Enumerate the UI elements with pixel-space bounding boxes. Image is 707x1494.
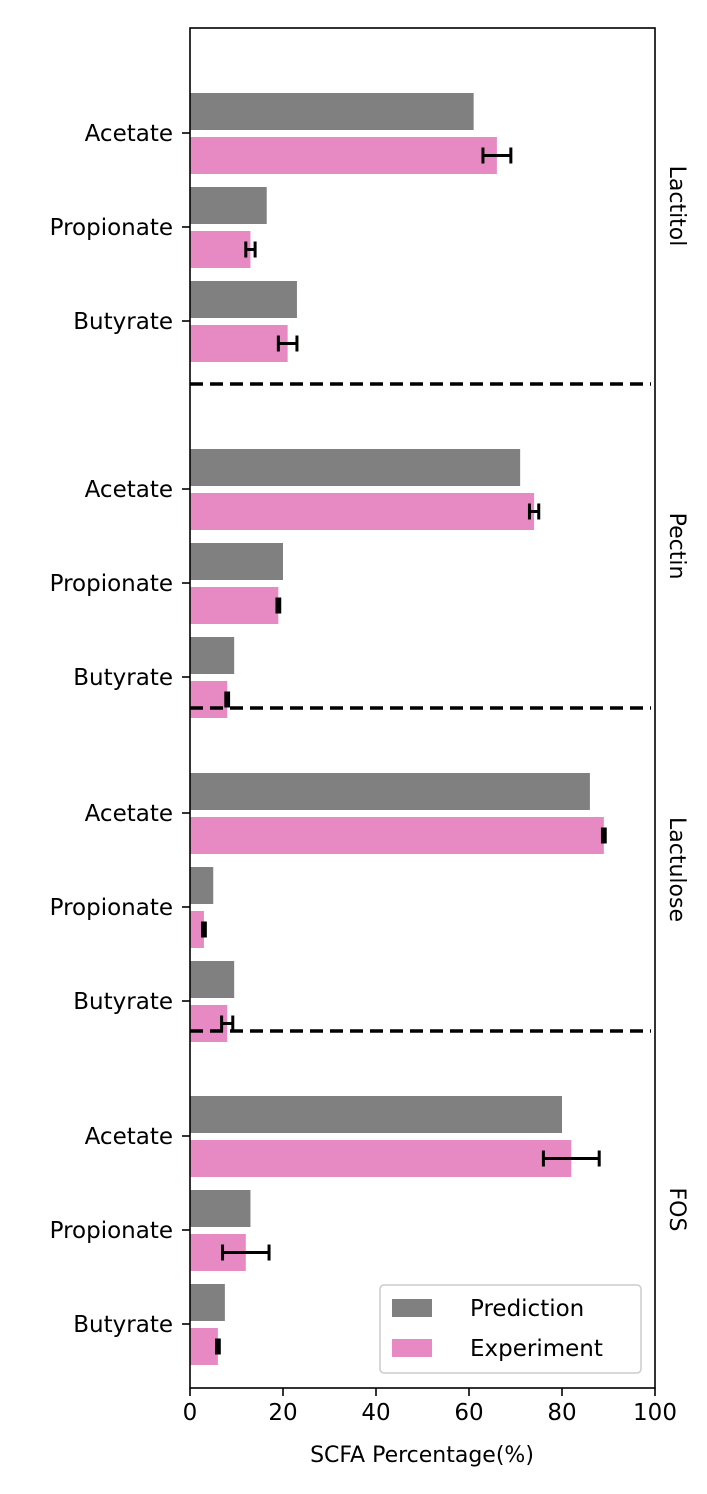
bar-experiment-pectin-propionate: [190, 587, 279, 624]
bar-experiment-lactitol-butyrate: [190, 325, 288, 362]
legend-label-prediction: Prediction: [470, 1296, 584, 1322]
x-tick-label-100: 100: [633, 1400, 677, 1426]
x-tick-label-20: 20: [268, 1400, 297, 1426]
bar-prediction-fos-butyrate: [190, 1284, 225, 1321]
x-tick-label-0: 0: [183, 1400, 198, 1426]
y-tick-label-lactitol-propionate: Propionate: [50, 215, 173, 241]
legend-swatch-experiment: [392, 1339, 432, 1357]
y-tick-label-lactitol-acetate: Acetate: [85, 121, 173, 147]
error-bar-fos-butyrate: [215, 1338, 221, 1355]
bar-prediction-pectin-propionate: [190, 543, 283, 580]
bar-prediction-lactitol-butyrate: [190, 281, 297, 318]
bar-prediction-pectin-acetate: [190, 449, 521, 486]
error-bar-pectin-acetate: [527, 503, 541, 520]
error-bar-pectin-butyrate: [224, 691, 231, 708]
legend-swatch-prediction: [392, 1299, 432, 1317]
bar-prediction-lactitol-propionate: [190, 187, 267, 224]
legend-label-experiment: Experiment: [470, 1336, 603, 1362]
y-tick-label-pectin-acetate: Acetate: [85, 477, 173, 503]
x-tick-label-40: 40: [361, 1400, 390, 1426]
error-bar-fos-propionate: [221, 1244, 271, 1261]
y-tick-label-fos-propionate: Propionate: [50, 1218, 173, 1244]
bar-prediction-fos-propionate: [190, 1190, 251, 1227]
group-label-lactitol: Lactitol: [664, 166, 689, 247]
group-separators: [190, 382, 651, 1033]
bar-experiment-lactulose-acetate: [190, 817, 604, 854]
y-tick-label-lactulose-propionate: Propionate: [50, 895, 173, 921]
bar-prediction-fos-acetate: [190, 1096, 562, 1133]
bar-experiment-pectin-butyrate: [190, 681, 228, 718]
bar-prediction-lactitol-acetate: [190, 93, 474, 130]
y-tick-label-pectin-butyrate: Butyrate: [73, 665, 173, 691]
error-bar-lactulose-acetate: [600, 827, 607, 844]
bar-experiment-lactitol-acetate: [190, 137, 497, 174]
legend-box: [379, 1284, 642, 1374]
group-labels: Lactitol Pectin Lactulose FOS: [664, 166, 689, 1232]
bar-experiment-fos-acetate: [190, 1140, 572, 1177]
error-bar-lactitol-propionate: [244, 241, 257, 258]
bar-prediction-pectin-butyrate: [190, 637, 235, 674]
y-tick-label-lactitol-butyrate: Butyrate: [73, 309, 173, 335]
error-bar-lactulose-propionate: [201, 921, 207, 938]
y-tick-label-lactulose-butyrate: Butyrate: [73, 989, 173, 1015]
bar-experiment-pectin-acetate: [190, 493, 535, 530]
x-axis: 0 20 40 60 80 100: [183, 1388, 677, 1426]
error-bar-fos-acetate: [541, 1150, 601, 1167]
y-axis: Acetate Propionate Butyrate Acetate Propiona…: [50, 121, 190, 1338]
error-bar-lactulose-butyrate: [220, 1015, 235, 1032]
y-tick-label-lactulose-acetate: Acetate: [85, 801, 173, 827]
y-tick-label-fos-acetate: Acetate: [85, 1124, 173, 1150]
bars-layer: [190, 93, 607, 1365]
bar-prediction-lactulose-butyrate: [190, 961, 235, 998]
y-tick-label-pectin-propionate: Propionate: [50, 571, 173, 597]
x-axis-label: SCFA Percentage(%): [310, 1443, 534, 1468]
group-label-fos: FOS: [664, 1188, 689, 1232]
legend: Prediction Experiment: [379, 1284, 642, 1374]
group-label-lactulose: Lactulose: [664, 817, 689, 922]
bar-experiment-lactitol-propionate: [190, 231, 251, 268]
error-bar-pectin-propionate: [275, 597, 282, 614]
bar-prediction-lactulose-acetate: [190, 773, 590, 810]
plot-frame: [189, 27, 656, 1389]
x-tick-label-80: 80: [547, 1400, 576, 1426]
error-bar-lactitol-butyrate: [276, 335, 299, 352]
x-tick-label-60: 60: [454, 1400, 483, 1426]
bar-experiment-fos-butyrate: [190, 1328, 218, 1365]
group-label-pectin: Pectin: [664, 513, 689, 580]
bar-prediction-lactulose-propionate: [190, 867, 214, 904]
error-bar-lactitol-acetate: [481, 147, 513, 164]
bar-experiment-lactulose-propionate: [190, 911, 204, 948]
y-tick-label-fos-butyrate: Butyrate: [73, 1312, 173, 1338]
